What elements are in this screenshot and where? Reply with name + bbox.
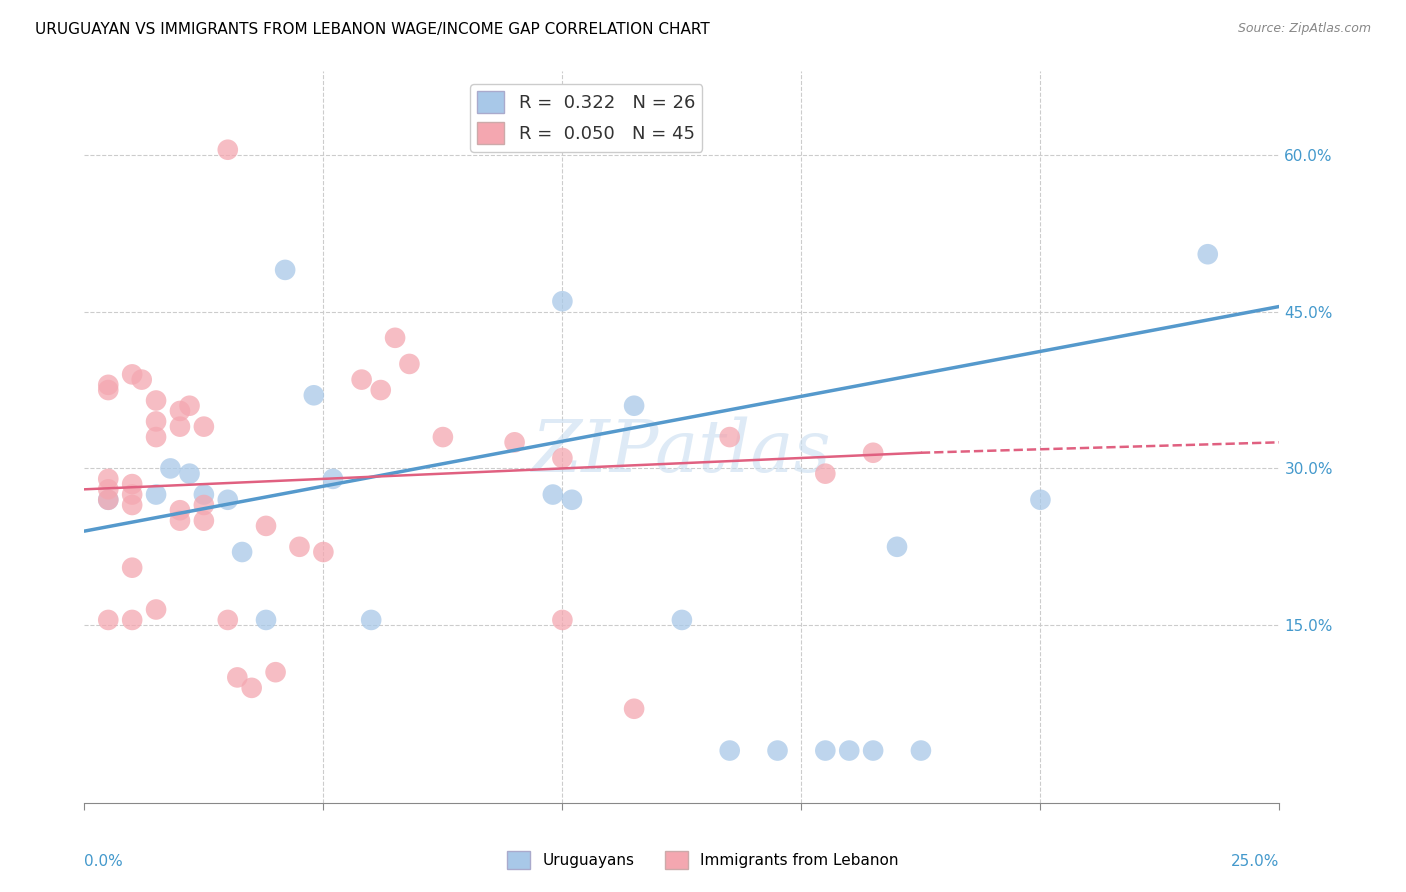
Point (1029, 492, 1052, 507)
Point (302, 388, 325, 402)
Point (179, 467, 201, 481)
Point (254, 519, 277, 533)
Point (551, 450, 574, 465)
Point (217, 143, 239, 157)
Point (862, 446, 884, 460)
Point (623, 702, 645, 716)
Point (97, 472, 120, 486)
Legend: R =  0.322   N = 26, R =  0.050   N = 45: R = 0.322 N = 26, R = 0.050 N = 45 (470, 84, 703, 152)
Point (264, 665, 287, 680)
Point (97, 483, 120, 497)
Point (322, 472, 344, 486)
Point (541, 487, 564, 501)
Point (193, 498, 215, 512)
Text: ZIPatlas: ZIPatlas (531, 417, 832, 487)
Point (766, 743, 789, 757)
Legend: Uruguayans, Immigrants from Lebanon: Uruguayans, Immigrants from Lebanon (501, 845, 905, 875)
Text: URUGUAYAN VS IMMIGRANTS FROM LEBANON WAGE/INCOME GAP CORRELATION CHART: URUGUAYAN VS IMMIGRANTS FROM LEBANON WAG… (35, 22, 710, 37)
Point (814, 743, 837, 757)
Point (145, 414, 167, 428)
Point (169, 404, 191, 418)
Point (121, 498, 143, 512)
Point (360, 613, 382, 627)
Point (503, 435, 526, 450)
Point (145, 430, 167, 444)
Point (97, 383, 120, 397)
Point (145, 487, 167, 501)
Point (97, 492, 120, 507)
Point (370, 383, 392, 397)
Text: 25.0%: 25.0% (1232, 854, 1279, 869)
Point (121, 560, 143, 574)
Point (226, 670, 249, 684)
Point (145, 393, 167, 408)
Point (561, 492, 583, 507)
Point (169, 419, 191, 434)
Point (350, 373, 373, 387)
Point (1197, 247, 1219, 261)
Point (193, 419, 215, 434)
Point (97, 377, 120, 392)
Point (432, 430, 454, 444)
Point (231, 545, 253, 559)
Point (121, 613, 143, 627)
Point (274, 263, 297, 277)
Point (814, 467, 837, 481)
Point (838, 743, 860, 757)
Point (159, 461, 181, 475)
Point (551, 613, 574, 627)
Point (121, 477, 143, 491)
Point (623, 399, 645, 413)
Point (131, 373, 153, 387)
Point (193, 514, 215, 528)
Point (862, 743, 884, 757)
Point (121, 487, 143, 501)
Text: Source: ZipAtlas.com: Source: ZipAtlas.com (1237, 22, 1371, 36)
Point (718, 743, 741, 757)
Point (217, 492, 239, 507)
Point (718, 430, 741, 444)
Text: 0.0%: 0.0% (84, 854, 124, 869)
Point (169, 503, 191, 517)
Point (312, 545, 335, 559)
Point (97, 492, 120, 507)
Point (254, 613, 277, 627)
Point (179, 399, 201, 413)
Point (551, 294, 574, 309)
Point (671, 613, 693, 627)
Point (910, 743, 932, 757)
Point (193, 487, 215, 501)
Point (398, 357, 420, 371)
Point (240, 681, 263, 695)
Point (217, 613, 239, 627)
Point (384, 331, 406, 345)
Point (97, 613, 120, 627)
Point (169, 514, 191, 528)
Point (886, 540, 908, 554)
Point (288, 540, 311, 554)
Point (145, 602, 167, 616)
Point (121, 368, 143, 382)
